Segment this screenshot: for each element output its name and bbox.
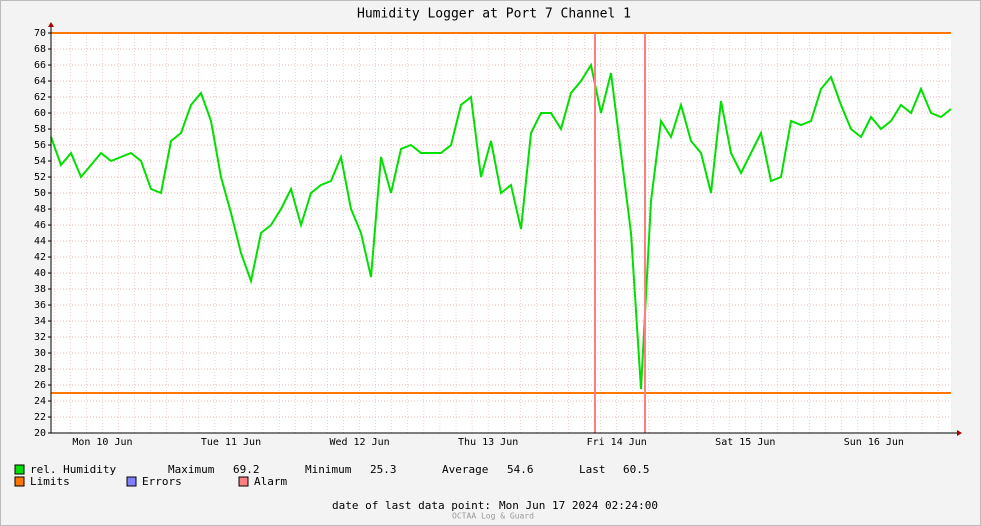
y-tick-label: 52 bbox=[34, 172, 46, 183]
x-tick-label: Tue 11 Jun bbox=[201, 437, 261, 448]
x-tick-label: Sat 15 Jun bbox=[715, 437, 775, 448]
legend-label: Errors bbox=[142, 475, 182, 488]
y-tick-label: 60 bbox=[34, 108, 46, 119]
y-tick-label: 26 bbox=[34, 380, 46, 391]
y-tick-label: 54 bbox=[34, 156, 46, 167]
y-tick-label: 58 bbox=[34, 124, 46, 135]
footer-label: date of last data point: bbox=[332, 499, 491, 512]
y-tick-label: 46 bbox=[34, 220, 46, 231]
y-tick-label: 68 bbox=[34, 44, 46, 55]
legend-swatch bbox=[14, 476, 25, 487]
stat-label: Average bbox=[442, 463, 488, 476]
y-tick-label: 48 bbox=[34, 204, 46, 215]
x-tick-label: Fri 14 Jun bbox=[587, 437, 647, 448]
y-tick-label: 20 bbox=[34, 428, 46, 439]
y-tick-label: 32 bbox=[34, 332, 46, 343]
y-tick-label: 50 bbox=[34, 188, 46, 199]
legend-swatch bbox=[238, 476, 249, 487]
legend: rel. Humidity Limits Errors Alarm Maximu… bbox=[14, 463, 650, 488]
stat-label: Minimum bbox=[305, 463, 352, 476]
y-tick-label: 28 bbox=[34, 364, 46, 375]
axis-arrow bbox=[957, 430, 962, 436]
stat-value: 54.6 bbox=[507, 463, 534, 476]
stat-label: Maximum bbox=[168, 463, 215, 476]
x-tick-label: Wed 12 Jun bbox=[329, 437, 389, 448]
y-tick-label: 36 bbox=[34, 300, 46, 311]
legend-label: Limits bbox=[30, 475, 70, 488]
stat-value: 25.3 bbox=[370, 463, 397, 476]
marks bbox=[50, 32, 952, 394]
y-tick-label: 30 bbox=[34, 348, 46, 359]
x-tick-label: Sun 16 Jun bbox=[844, 437, 904, 448]
stat-label: Last bbox=[579, 463, 606, 476]
x-tick-label: Mon 10 Jun bbox=[72, 437, 132, 448]
legend-swatch bbox=[14, 464, 25, 475]
y-tick-label: 62 bbox=[34, 92, 46, 103]
y-tick-label: 56 bbox=[34, 140, 46, 151]
axis-arrow bbox=[48, 22, 54, 27]
y-tick-label: 24 bbox=[34, 396, 46, 407]
y-tick-label: 40 bbox=[34, 268, 46, 279]
chart-title: Humidity Logger at Port 7 Channel 1 bbox=[357, 7, 631, 22]
plot-area bbox=[51, 33, 951, 433]
y-tick-label: 38 bbox=[34, 284, 46, 295]
legend-swatch bbox=[126, 476, 137, 487]
y-tick-label: 34 bbox=[34, 316, 46, 327]
y-tick-label: 22 bbox=[34, 412, 46, 423]
y-tick-label: 64 bbox=[34, 76, 46, 87]
y-tick-label: 44 bbox=[34, 236, 46, 247]
stat-value: 60.5 bbox=[623, 463, 650, 476]
grid: 20 22 24 26 28 30 32 34 36 38 40 42 44 46 48 50 52 54 56 58… bbox=[34, 28, 951, 448]
y-tick-label: 70 bbox=[34, 28, 46, 39]
legend-label: rel. Humidity bbox=[30, 463, 116, 476]
stat-value: 69.2 bbox=[233, 463, 260, 476]
watermark: OCTAA Log & Guard bbox=[452, 512, 534, 521]
legend-label: Alarm bbox=[254, 475, 287, 488]
data-line bbox=[50, 62, 952, 390]
footer-value: Mon Jun 17 2024 02:24:00 bbox=[499, 499, 658, 512]
y-tick-label: 66 bbox=[34, 60, 46, 71]
x-tick-label: Thu 13 Jun bbox=[458, 437, 518, 448]
y-tick-label: 42 bbox=[34, 252, 46, 263]
